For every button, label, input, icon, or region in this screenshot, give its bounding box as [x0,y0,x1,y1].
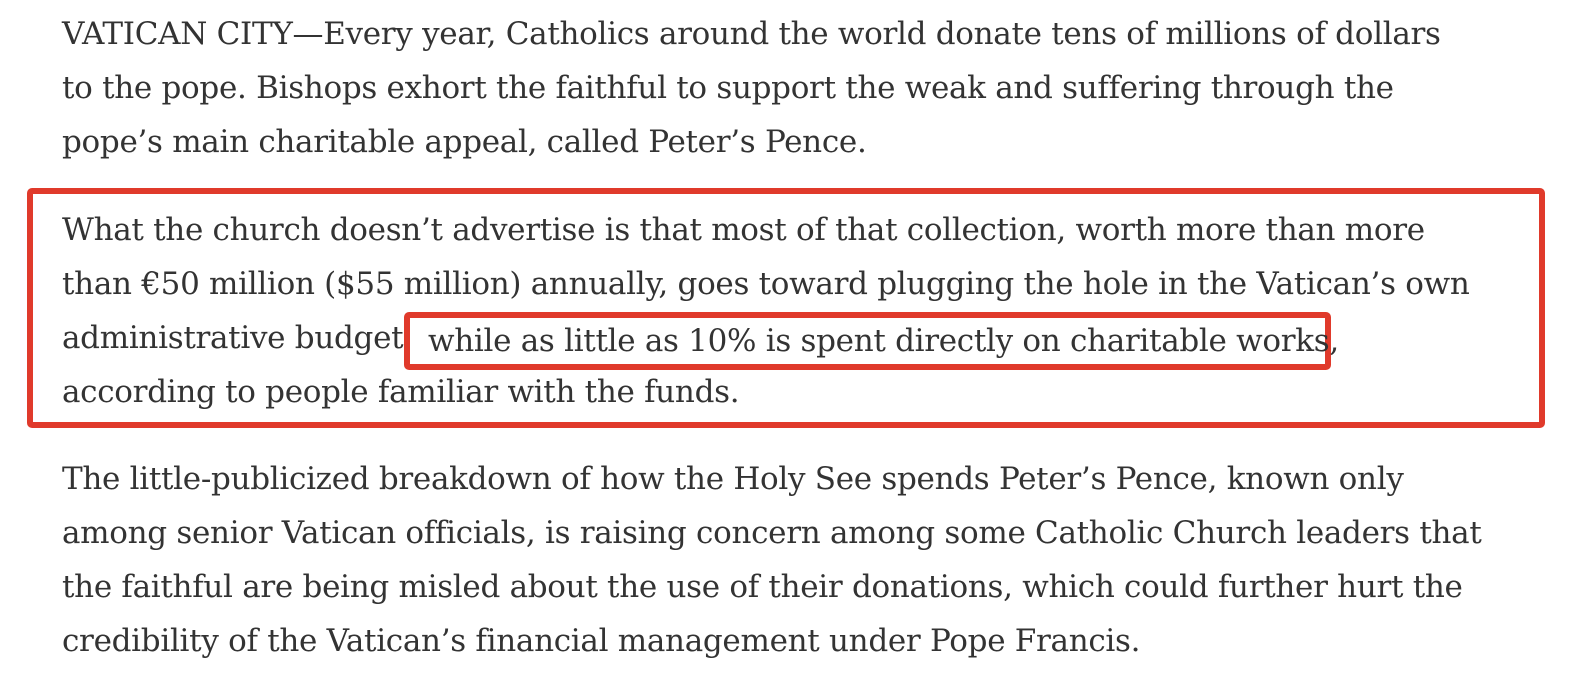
highlighted-sentence: while as little as 10% is spent directly… [428,323,1339,359]
sentence-highlight-box: while as little as 10% is spent directly… [404,312,1339,370]
paragraph-line: to the pope. Bishops exhort the faithful… [62,70,1394,106]
paragraph-line: than €50 million ($55 million) annually,… [62,266,1470,302]
paragraph-highlight-box [27,188,1545,428]
article-paragraph-1: VATICAN CITY—Every year, Catholics aroun… [62,7,1441,169]
paragraph-line: VATICAN CITY—Every year, Catholics aroun… [62,16,1441,52]
paragraph-line: pope’s main charitable appeal, called Pe… [62,124,867,160]
article-paragraph-3: The little-publicized breakdown of how t… [62,452,1482,668]
paragraph-line: according to people familiar with the fu… [62,374,740,410]
paragraph-line: The little-publicized breakdown of how t… [62,461,1404,497]
paragraph-line: the faithful are being misled about the … [62,569,1463,605]
paragraph-line: credibility of the Vatican’s financial m… [62,623,1141,659]
paragraph-line: administrative budget, [62,320,413,356]
paragraph-line: What the church doesn’t advertise is tha… [62,212,1425,248]
paragraph-line: among senior Vatican officials, is raisi… [62,515,1482,551]
article-paragraph-2: What the church doesn’t advertise is tha… [62,203,1470,419]
